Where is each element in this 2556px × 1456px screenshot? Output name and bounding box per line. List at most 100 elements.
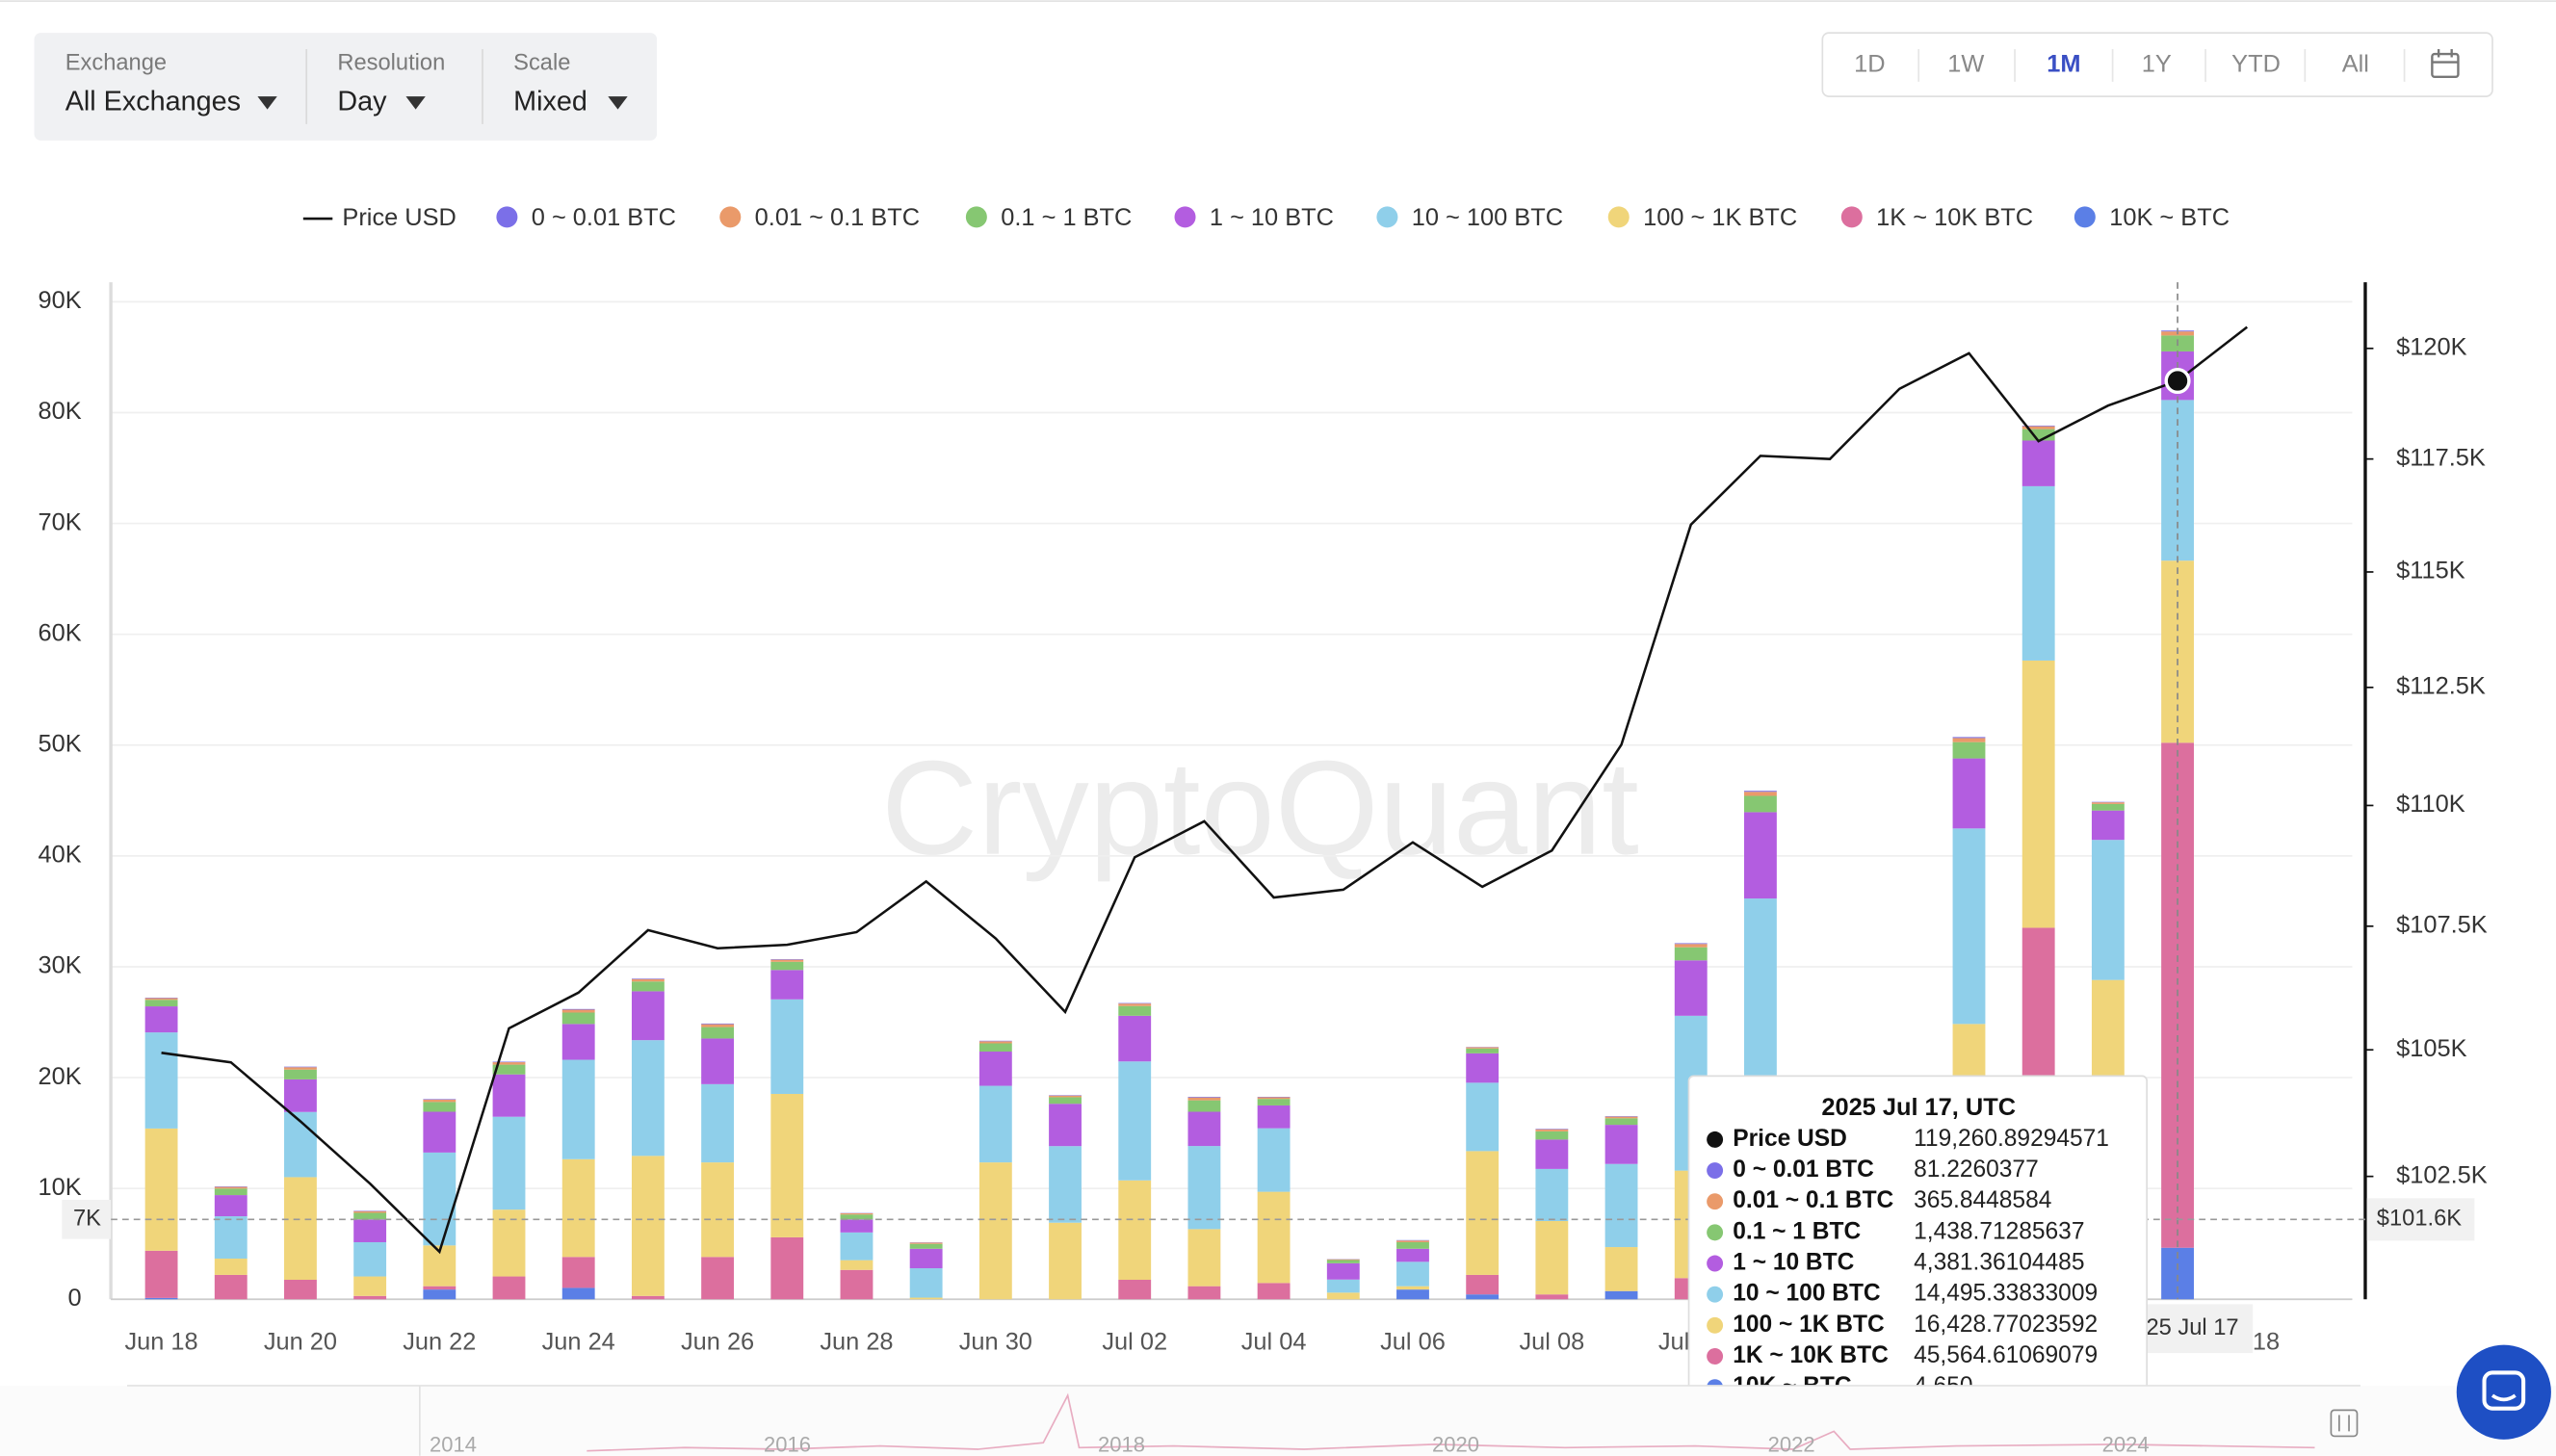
bar-segment — [1118, 1005, 1152, 1016]
bar-segment — [214, 1259, 248, 1275]
bar-segment — [144, 1128, 178, 1251]
legend-marker — [2073, 206, 2096, 228]
bar-segment — [909, 1242, 943, 1244]
bar-segment — [492, 1276, 526, 1300]
navigator-label: 2022 — [1768, 1432, 1815, 1456]
navigator-label: 2020 — [1432, 1432, 1479, 1456]
bar-segment — [840, 1232, 874, 1261]
range-button[interactable]: 1M — [2047, 51, 2080, 78]
calendar-icon[interactable] — [2431, 49, 2460, 78]
legend-label[interactable]: 100 ~ 1K BTC — [1643, 204, 1797, 231]
bar-segment — [1049, 1095, 1082, 1098]
bar-segment — [1674, 960, 1708, 1016]
tooltip-label: 0 ~ 0.01 BTC — [1733, 1157, 1874, 1183]
y2-tick-label: $105K — [2396, 1035, 2466, 1062]
y-tick-label: 40K — [38, 842, 81, 869]
control-value[interactable]: Mixed — [513, 86, 587, 117]
tooltip-label: 0.1 ~ 1 BTC — [1733, 1218, 1861, 1244]
navigator-handle[interactable] — [2330, 1409, 2359, 1438]
legend-label[interactable]: 0.1 ~ 1 BTC — [1001, 204, 1132, 231]
bar-segment — [1326, 1260, 1360, 1263]
x-tick-label: Jul 06 — [1380, 1329, 1446, 1356]
chat-button[interactable] — [2456, 1344, 2551, 1440]
bar-segment — [1396, 1286, 1429, 1290]
bar-segment — [1466, 1053, 1500, 1083]
bar-segment — [284, 1066, 317, 1068]
bar-segment — [144, 1032, 178, 1129]
bar-segment — [1952, 741, 1986, 759]
legend-label[interactable]: 10K ~ BTC — [2109, 204, 2230, 231]
controls-panel — [34, 33, 658, 141]
bar-segment — [631, 991, 665, 1041]
tooltip-value: 14,495.33833009 — [1914, 1281, 2098, 1307]
legend-marker — [1174, 206, 1196, 228]
bar-segment — [561, 1024, 595, 1060]
bar-segment — [909, 1248, 943, 1269]
legend-label[interactable]: 1 ~ 10 BTC — [1210, 204, 1334, 231]
bar-segment — [1049, 1222, 1082, 1300]
bar-segment — [1535, 1220, 1569, 1295]
bar-segment — [1535, 1139, 1569, 1169]
bar-segment — [978, 1040, 1012, 1042]
tooltip-dot — [1707, 1193, 1724, 1210]
tooltip-value: 81.2260377 — [1914, 1157, 2039, 1183]
bar-segment — [214, 1274, 248, 1300]
legend-label[interactable]: 10 ~ 100 BTC — [1412, 204, 1563, 231]
legend-label[interactable]: Price USD — [342, 204, 456, 231]
bar-segment — [1049, 1097, 1082, 1105]
tooltip-title: 2025 Jul 17, UTC — [1821, 1094, 2016, 1121]
bar-segment — [1257, 1283, 1291, 1300]
range-button[interactable]: 1D — [1854, 51, 1885, 78]
control-value[interactable]: All Exchanges — [65, 86, 241, 117]
bar-segment — [1187, 1100, 1221, 1112]
range-button[interactable]: 1W — [1947, 51, 1984, 78]
bar-segment — [492, 1209, 526, 1277]
bar-segment — [909, 1268, 943, 1298]
bar-segment — [561, 1008, 595, 1010]
bar-segment — [214, 1188, 248, 1196]
bar-segment — [701, 1083, 735, 1163]
bar-segment — [978, 1043, 1012, 1053]
bar-segment — [353, 1241, 387, 1277]
bar-segment — [1187, 1111, 1221, 1147]
range-button[interactable]: All — [2342, 51, 2369, 78]
bar-segment — [1049, 1146, 1082, 1223]
bar-segment — [1604, 1290, 1638, 1300]
bar-segment — [1187, 1229, 1221, 1287]
bar-segment — [2091, 810, 2125, 841]
crosshair-x-label: 25 Jul 17 — [2146, 1315, 2238, 1340]
bar-segment — [1466, 1047, 1500, 1049]
bar-segment — [770, 1093, 804, 1237]
y-tick-label: 0 — [68, 1285, 82, 1312]
tooltip-dot — [1707, 1316, 1724, 1334]
bar-segment — [631, 1040, 665, 1157]
bar-segment — [1326, 1262, 1360, 1280]
bar-segment — [1187, 1146, 1221, 1230]
bar-segment — [561, 1012, 595, 1025]
bar-segment — [770, 959, 804, 960]
tooltip-value: 365.8448584 — [1914, 1187, 2051, 1213]
bar-segment — [1118, 1279, 1152, 1300]
bar-segment — [1118, 1015, 1152, 1062]
range-button[interactable]: YTD — [2231, 51, 2281, 78]
legend-label[interactable]: 1K ~ 10K BTC — [1876, 204, 2033, 231]
bar-segment — [1396, 1289, 1429, 1300]
control-value[interactable]: Day — [337, 86, 387, 117]
range-button[interactable]: 1Y — [2142, 51, 2172, 78]
x-tick-label: Jun 26 — [681, 1329, 754, 1356]
legend-marker — [965, 206, 987, 228]
bar-segment — [770, 1236, 804, 1300]
bar-segment — [631, 978, 665, 982]
y2-tick-label: $117.5K — [2396, 444, 2486, 471]
control-label: Scale — [513, 51, 570, 76]
navigator-label: 2024 — [2102, 1432, 2150, 1456]
bar-segment — [144, 1250, 178, 1298]
legend-label[interactable]: 0.01 ~ 0.1 BTC — [755, 204, 920, 231]
bar-segment — [1257, 1191, 1291, 1284]
legend-label[interactable]: 0 ~ 0.01 BTC — [532, 204, 676, 231]
bar-segment — [1257, 1097, 1291, 1100]
bar-segment — [1396, 1261, 1429, 1287]
bar-segment — [214, 1186, 248, 1189]
crosshair-label-bg — [62, 1200, 112, 1239]
bar-segment — [701, 1162, 735, 1258]
